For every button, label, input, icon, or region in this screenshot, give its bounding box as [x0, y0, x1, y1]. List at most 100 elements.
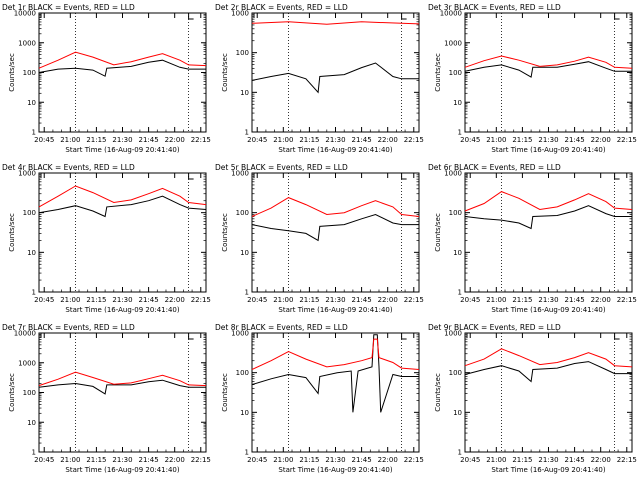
y-tick-label: 1000 — [18, 39, 36, 47]
y-axis-label: Counts/sec — [221, 213, 229, 252]
series-lld-red — [251, 338, 420, 370]
y-axis-label: Counts/sec — [434, 53, 442, 92]
x-tick-label: 20:45 — [247, 136, 267, 144]
x-tick-label: 22:00 — [378, 296, 398, 304]
x-tick-label: 21:00 — [486, 456, 506, 464]
x-tick-label: 21:30 — [538, 136, 558, 144]
series-lld-red — [464, 55, 633, 69]
chart-title: Det 5r BLACK = Events, RED = LLD — [215, 163, 348, 172]
x-tick-label: 21:00 — [60, 296, 80, 304]
y-tick-label: 1000 — [18, 359, 36, 367]
panel-det-2: Det 2r BLACK = Events, RED = LLD 1 10 100 10… — [215, 0, 425, 160]
x-tick-label: 21:45 — [139, 136, 159, 144]
y-axis-label: Counts/sec — [434, 373, 442, 412]
y-axis-label: Counts/sec — [8, 373, 16, 412]
chart-det-9: Det 9r BLACK = Events, RED = LLD 1 10 100 10… — [428, 323, 637, 474]
y-tick-label: 10000 — [14, 330, 36, 338]
x-tick-label: 21:30 — [538, 296, 558, 304]
chart-title: Det 6r BLACK = Events, RED = LLD — [428, 163, 561, 172]
y-tick-label: 10 — [27, 99, 36, 107]
y-tick-label: 1 — [458, 289, 462, 297]
x-axis-label: Start Time (16-Aug-09 20:41:40) — [65, 306, 179, 314]
x-tick-label: 20:45 — [34, 296, 54, 304]
x-tick-label: 21:30 — [325, 296, 345, 304]
panel-det-3: Det 3r BLACK = Events, RED = LLD 1 10 100 10… — [428, 0, 638, 160]
x-tick-label: 21:15 — [86, 456, 106, 464]
panel-det-1: Det 1r BLACK = Events, RED = LLD 1 10 100 10… — [2, 0, 212, 160]
x-axis-label: Start Time (16-Aug-09 20:41:40) — [278, 466, 392, 474]
y-tick-label: 100 — [23, 209, 36, 217]
series-events-black — [464, 61, 632, 78]
y-tick-label: 1000 — [231, 330, 249, 338]
x-tick-label: 22:15 — [191, 456, 211, 464]
y-axis-label: Counts/sec — [8, 53, 16, 92]
series-lld-red — [38, 371, 207, 387]
x-tick-label: 22:00 — [165, 136, 185, 144]
x-tick-label: 20:45 — [247, 456, 267, 464]
panel-det-4: Det 4r BLACK = Events, RED = LLD 1 10 100 10… — [2, 160, 212, 320]
x-tick-label: 21:15 — [512, 136, 532, 144]
x-tick-label: 21:00 — [60, 136, 80, 144]
x-tick-label: 21:15 — [86, 296, 106, 304]
y-tick-label: 100 — [23, 389, 36, 397]
x-tick-label: 21:15 — [512, 456, 532, 464]
series-events-black — [38, 59, 206, 77]
plot-frame — [38, 332, 207, 453]
y-tick-label: 1 — [32, 289, 36, 297]
y-tick-label: 1 — [32, 449, 36, 457]
x-tick-label: 22:15 — [617, 456, 637, 464]
plot-frame — [251, 332, 420, 453]
x-tick-label: 21:15 — [299, 296, 319, 304]
y-tick-label: 1000 — [231, 170, 249, 178]
chart-det-4: Det 4r BLACK = Events, RED = LLD 1 10 100 10… — [2, 163, 211, 314]
y-tick-label: 100 — [449, 209, 462, 217]
x-tick-label: 21:45 — [565, 296, 585, 304]
series-lld-red — [38, 185, 207, 208]
x-tick-label: 22:15 — [617, 136, 637, 144]
y-tick-label: 10 — [240, 249, 249, 257]
y-tick-label: 10000 — [440, 10, 462, 18]
y-tick-label: 100 — [449, 369, 462, 377]
y-tick-label: 100 — [449, 69, 462, 77]
y-tick-label: 1000 — [444, 170, 462, 178]
y-tick-label: 10 — [27, 419, 36, 427]
x-tick-label: 21:15 — [86, 136, 106, 144]
x-axis-label: Start Time (16-Aug-09 20:41:40) — [491, 306, 605, 314]
chart-det-7: Det 7r BLACK = Events, RED = LLD 1 10 100 10… — [2, 323, 211, 474]
plot-frame — [464, 172, 633, 293]
series-events-black — [251, 334, 419, 413]
chart-det-3: Det 3r BLACK = Events, RED = LLD 1 10 100 10… — [428, 3, 637, 154]
x-tick-label: 21:45 — [139, 296, 159, 304]
chart-title: Det 2r BLACK = Events, RED = LLD — [215, 3, 348, 12]
chart-det-2: Det 2r BLACK = Events, RED = LLD 1 10 100 10… — [215, 3, 424, 154]
x-tick-label: 21:00 — [273, 296, 293, 304]
x-tick-label: 20:45 — [460, 136, 480, 144]
plot-frame — [251, 12, 420, 133]
y-tick-label: 1000 — [444, 39, 462, 47]
y-tick-label: 1 — [458, 129, 462, 137]
chart-det-1: Det 1r BLACK = Events, RED = LLD 1 10 100 10… — [2, 3, 211, 154]
y-tick-label: 1 — [245, 289, 249, 297]
x-axis-label: Start Time (16-Aug-09 20:41:40) — [491, 146, 605, 154]
x-tick-label: 21:00 — [486, 136, 506, 144]
x-tick-label: 22:00 — [378, 136, 398, 144]
x-tick-label: 21:45 — [565, 456, 585, 464]
x-tick-label: 20:45 — [34, 456, 54, 464]
x-tick-label: 21:00 — [273, 456, 293, 464]
x-tick-label: 21:15 — [512, 296, 532, 304]
x-tick-label: 22:15 — [404, 456, 424, 464]
chart-title: Det 4r BLACK = Events, RED = LLD — [2, 163, 135, 172]
y-tick-label: 1000 — [231, 10, 249, 18]
x-tick-label: 22:15 — [617, 296, 637, 304]
x-tick-label: 20:45 — [247, 296, 267, 304]
plot-frame — [251, 172, 420, 293]
x-tick-label: 21:45 — [139, 456, 159, 464]
series-events-black — [251, 62, 419, 94]
x-tick-label: 20:45 — [34, 136, 54, 144]
x-tick-label: 22:00 — [165, 296, 185, 304]
x-tick-label: 21:30 — [325, 456, 345, 464]
y-tick-label: 10 — [240, 409, 249, 417]
chart-det-8: Det 8r BLACK = Events, RED = LLD 1 10 100 10… — [215, 323, 424, 474]
y-tick-label: 100 — [23, 69, 36, 77]
y-tick-label: 100 — [236, 209, 249, 217]
